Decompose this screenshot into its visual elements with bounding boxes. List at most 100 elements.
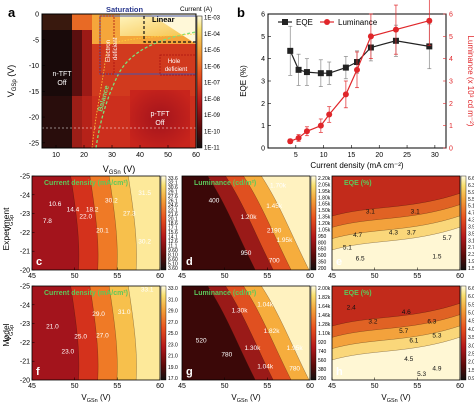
y-tick-label: -25 [20, 174, 30, 181]
panel-e: EQE (%) e 3.1 4.7 3.7 4.3 5.7 5.1 3.1 1.5 6.5 6.66.… [328, 175, 474, 280]
colorbar-tick-label: 1E-05 [204, 48, 221, 54]
x-tick-label: 55 [113, 273, 121, 280]
x-tick-label: 5 [294, 152, 298, 159]
contour-label: 1.04k [257, 302, 274, 309]
colorbar-tick-label: 1E-07 [204, 81, 221, 87]
x-tick-label: 60 [192, 152, 200, 159]
colorbar-tick-label: 1.82k [318, 295, 331, 301]
x-tick-label: 50 [221, 273, 229, 280]
luminance-point [317, 122, 324, 129]
colorbar-tick-label: 20.1 [168, 217, 178, 223]
x-tick-label: 45 [178, 383, 186, 390]
contour-label: 6.1 [409, 337, 418, 344]
colorbar-tick-label: 21.0 [168, 354, 178, 360]
colorbar-tick-label: 200 [318, 266, 327, 272]
panel-frame [331, 285, 461, 381]
panel-g-colorbar [310, 285, 317, 381]
colorbar-tick-label: 25.0 [168, 331, 178, 337]
x-tick-label: 20 [375, 152, 383, 159]
panel-h-title: EQE (%) [344, 290, 372, 297]
colorbar-tick-label: 27.0 [168, 320, 178, 326]
colorbar-tick-label: 5.5 [468, 302, 474, 308]
colorbar-tick-label: 1.9 [468, 259, 474, 265]
panel-d: Luminance (cd/m²) d 1.70k 1.45k 1.20k 2190 1.9… [178, 175, 331, 280]
contour-label: 10.6 [49, 201, 62, 208]
colorbar-tick-label: 1.5 [468, 368, 474, 374]
x-tick-label: 60 [456, 383, 464, 390]
panel-f: Current density (mA/cm²) f 33.1 31.0 29.0 27.… [4, 284, 178, 405]
panel-e-letter: e [336, 256, 342, 268]
colorbar-tick-label: 1E-04 [204, 32, 221, 38]
panel-b-right-ticks: 0 1 2 3 4 5 6 [443, 12, 453, 153]
luminance-point [367, 33, 374, 40]
colorbar-tick-label: 12.6 [168, 239, 178, 245]
contour-label: 29.0 [92, 311, 105, 318]
contour-label: 1.04k [257, 364, 274, 371]
panel-b-left-axis-label: EQE (%) [239, 65, 248, 97]
contour-label: 1.95k [276, 237, 293, 244]
luminance-point [295, 134, 302, 141]
contour-label: 27.3 [123, 210, 136, 217]
contour-band [261, 286, 310, 380]
contour-band [128, 286, 160, 380]
colorbar-tick-label: 5.1 [468, 204, 474, 210]
y-axis-label: VGSp [4, 325, 15, 341]
contour-label: 30.2 [138, 239, 151, 246]
eqe-point [342, 64, 349, 71]
contour-map-grid: Current density (mA/cm²) c 31.5 30.2 27.3 20.… [4, 174, 474, 405]
contour-label: 1.95k [287, 345, 304, 352]
colorbar-tick-label: 29.0 [168, 309, 178, 315]
panel-f-letter: f [36, 366, 40, 378]
contour-label: 27.0 [96, 333, 109, 340]
colorbar-tick-label: 350 [318, 260, 327, 266]
contour-band [128, 176, 160, 270]
colorbar-tick-label: 8.10 [168, 253, 178, 259]
colorbar-tick-label: 26.1 [168, 199, 178, 205]
colorbar-tick-label: 4.3 [468, 218, 474, 224]
panel-frame [181, 285, 311, 381]
panel-frame [31, 285, 161, 381]
contour-label: 3.1 [366, 209, 375, 216]
left-tick-label: 1 [261, 123, 265, 130]
x-axis-label: VGSn (V) [81, 393, 111, 404]
colorbar-tick-label: 1.46k [318, 313, 331, 319]
colorbar-tick-label: 3.5 [468, 335, 474, 341]
x-tick-label: 45 [178, 273, 186, 280]
y-tick-label: -24 [20, 192, 30, 199]
colorbar-tick-label: 1.64k [318, 304, 331, 310]
x-tick-label: 45 [28, 273, 36, 280]
x-tick-label: 50 [164, 152, 172, 159]
y-tick-label: -5 [33, 37, 39, 44]
colorbar-tick-label: 1.95k [318, 189, 331, 195]
contour-label: 1.20k [241, 214, 258, 221]
panel-f-colorbar [160, 285, 167, 381]
panel-e-title: EQE (%) [344, 180, 372, 187]
y-tick-label: -21 [20, 359, 30, 366]
left-tick-label: 3 [261, 79, 265, 86]
colorbar-tick-label: 920 [318, 340, 327, 346]
panel-b-right-axis-label: Luminance (x 10³ cd m⁻²) [466, 36, 474, 127]
colorbar-tick-label: 3.9 [468, 224, 474, 230]
panel-c: Current density (mA/cm²) c 31.5 30.2 27.3 20.… [4, 174, 178, 281]
colorbar-tick-label: 24.6 [168, 203, 178, 209]
contour-label: 33.1 [141, 287, 154, 294]
panel-a-letter: a [8, 5, 16, 20]
x-tick-label: 55 [413, 273, 421, 280]
colorbar-tick-label: 1E-03 [204, 16, 221, 22]
colorbar-tick-label: 2.05k [318, 182, 331, 188]
right-tick-label: 2 [449, 101, 453, 108]
contour-label: 3.2 [368, 319, 377, 326]
colorbar-tick-label: 1.20k [318, 221, 331, 227]
panel-c-title: Current density (mA/cm²) [44, 180, 128, 187]
panel-c-letter: c [36, 256, 42, 268]
x-tick-label: 25 [403, 152, 411, 159]
y-axis-label: VGSp [4, 215, 15, 231]
colorbar-tick-label: 1.05k [318, 227, 331, 233]
x-tick-label: 30 [431, 152, 439, 159]
colorbar-tick-label: 17.1 [168, 226, 178, 232]
colorbar-tick-label: 5.9 [468, 190, 474, 196]
colorbar-tick-label: 2.7 [468, 245, 474, 251]
panel-a-y-ticks: -25 -20 -15 -10 -5 0 [29, 12, 45, 147]
right-tick-label: 0 [449, 146, 453, 153]
